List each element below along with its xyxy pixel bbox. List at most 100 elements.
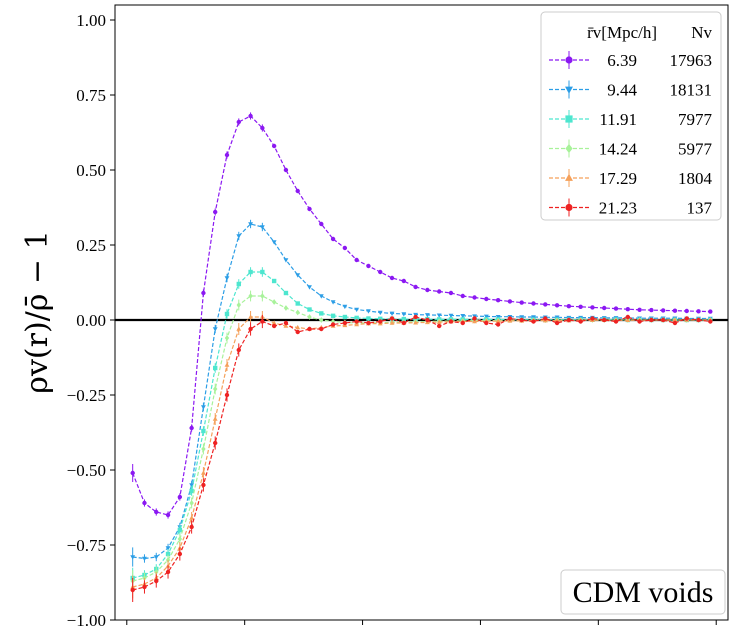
annotation-frame (560, 569, 726, 615)
data-point (342, 304, 348, 310)
data-point (602, 317, 607, 323)
data-point (684, 316, 689, 321)
data-point (330, 313, 336, 318)
data-point (484, 296, 489, 302)
data-point (295, 309, 300, 316)
data-point (672, 317, 678, 322)
legend-rows: 6.39 17963 9.44 18131 11.91 7977 14.24 5977 17.2… (549, 51, 713, 218)
data-point (602, 305, 607, 311)
data-point (130, 587, 135, 593)
data-point (637, 307, 642, 312)
data-point (248, 113, 253, 119)
data-point (224, 152, 230, 158)
data-point (425, 317, 430, 323)
y-tick-label: −0.50 (67, 461, 106, 480)
legend-swatch-marker (565, 143, 573, 154)
data-point (271, 143, 277, 149)
y-tick-label: 0.00 (76, 311, 106, 330)
y-tick-label: 0.50 (76, 161, 106, 180)
series-14.24 (130, 290, 713, 592)
data-point (213, 386, 218, 392)
data-point (165, 512, 171, 518)
data-point (189, 425, 194, 431)
data-point (472, 318, 477, 324)
data-point (318, 294, 324, 299)
data-point (224, 362, 230, 367)
data-point (177, 551, 183, 557)
data-point (295, 324, 301, 330)
data-point (271, 299, 277, 305)
data-point (165, 569, 171, 575)
data-point (460, 320, 465, 326)
legend: r̄v[Mpc/h] Nv 6.39 17963 9.44 18131 11.91 797… (540, 11, 722, 221)
data-point (625, 307, 630, 312)
data-point (531, 319, 536, 324)
legend-swatch-marker (565, 56, 573, 64)
plot-frame (114, 4, 729, 621)
data-point (307, 307, 312, 312)
data-point (377, 310, 383, 316)
series-line (132, 223, 711, 560)
legend-count-value: 137 (687, 199, 713, 218)
data-point (307, 285, 312, 290)
y-tick-label: 1.00 (76, 11, 106, 30)
data-point (495, 314, 501, 320)
data-point (224, 311, 230, 317)
legend-swatch-marker (565, 115, 573, 123)
data-point (672, 320, 678, 326)
data-point (413, 320, 419, 325)
legend-radius-value: 17.29 (599, 169, 637, 188)
data-point (696, 309, 701, 314)
data-point (708, 309, 713, 314)
legend-swatch-marker (565, 203, 573, 212)
data-point (177, 494, 183, 500)
series-line (132, 316, 711, 591)
data-point (413, 284, 418, 290)
data-point (295, 188, 300, 194)
y-axis-label: ρv(r)/ρ̄ − 1 (20, 230, 55, 393)
data-point (307, 326, 312, 332)
data-point (495, 318, 501, 323)
data-point (224, 276, 230, 281)
data-point (260, 125, 265, 131)
data-point (448, 290, 454, 296)
data-point (660, 308, 666, 313)
data-point (507, 299, 513, 304)
data-point (201, 482, 206, 488)
data-point (354, 321, 360, 327)
legend-row: 21.23 137 (549, 198, 713, 218)
data-point (649, 307, 654, 313)
data-point (495, 298, 501, 303)
data-point (165, 551, 171, 557)
data-point (142, 556, 147, 562)
data-point (389, 316, 395, 321)
data-point (295, 301, 300, 306)
data-point (460, 314, 466, 319)
data-point (413, 314, 418, 320)
data-point (213, 440, 218, 446)
data-point (307, 314, 312, 320)
data-point (201, 290, 206, 296)
data-point (436, 319, 442, 324)
data-point (378, 319, 383, 324)
data-point (436, 289, 442, 294)
data-point (566, 304, 572, 309)
data-point (189, 488, 194, 494)
legend-radius-value: 11.91 (599, 110, 637, 129)
data-point (401, 312, 407, 317)
legend-count-value: 5977 (678, 140, 713, 159)
data-point (448, 313, 454, 319)
series-9.44 (130, 219, 713, 567)
data-point (378, 269, 383, 275)
data-point (236, 234, 242, 239)
data-point (389, 311, 395, 317)
data-point (177, 527, 183, 533)
data-point (271, 240, 277, 245)
data-point (330, 322, 336, 327)
data-point (590, 316, 595, 321)
data-point (483, 314, 489, 320)
data-point (201, 428, 206, 434)
data-point (507, 316, 513, 321)
data-point (472, 316, 477, 321)
data-point (330, 300, 336, 305)
